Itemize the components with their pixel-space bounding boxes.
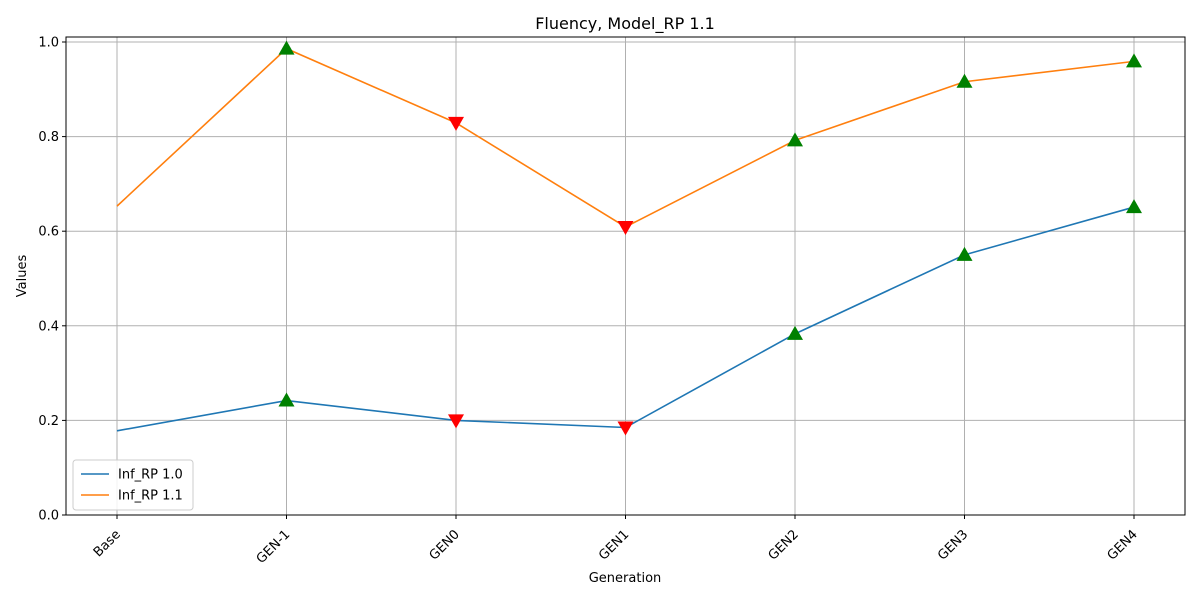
y-axis-title: Values xyxy=(15,255,30,298)
y-axis-ticks: 0.0 0.2 0.4 0.6 0.8 1.0 xyxy=(38,36,66,524)
decrease-marker xyxy=(448,414,464,429)
y-tick-label: 0.0 xyxy=(38,509,59,524)
x-axis-title: Generation xyxy=(589,571,662,586)
legend: Inf_RP 1.0 Inf_RP 1.1 xyxy=(72,459,194,511)
increase-marker xyxy=(787,132,803,147)
increase-marker xyxy=(787,325,803,340)
y-tick-label: 0.2 xyxy=(38,414,59,429)
decrease-marker xyxy=(448,116,464,131)
increase-marker xyxy=(278,392,295,407)
increase-marker xyxy=(956,246,973,261)
increase-marker xyxy=(1126,199,1142,214)
legend-label: Inf_RP 1.0 xyxy=(118,468,183,483)
series-markers xyxy=(278,40,1142,436)
increase-marker xyxy=(1126,53,1142,68)
decrease-marker xyxy=(617,421,634,436)
legend-box xyxy=(72,459,194,511)
y-tick-label: 0.4 xyxy=(38,319,59,334)
y-tick-label: 1.0 xyxy=(38,36,59,51)
decrease-marker xyxy=(617,220,634,235)
increase-marker xyxy=(956,73,973,88)
increase-marker xyxy=(278,40,295,55)
y-tick-label: 0.8 xyxy=(38,130,59,145)
chart-title: Fluency, Model_RP 1.1 xyxy=(535,14,715,34)
y-tick-label: 0.6 xyxy=(38,225,59,240)
legend-label: Inf_RP 1.1 xyxy=(118,489,183,504)
